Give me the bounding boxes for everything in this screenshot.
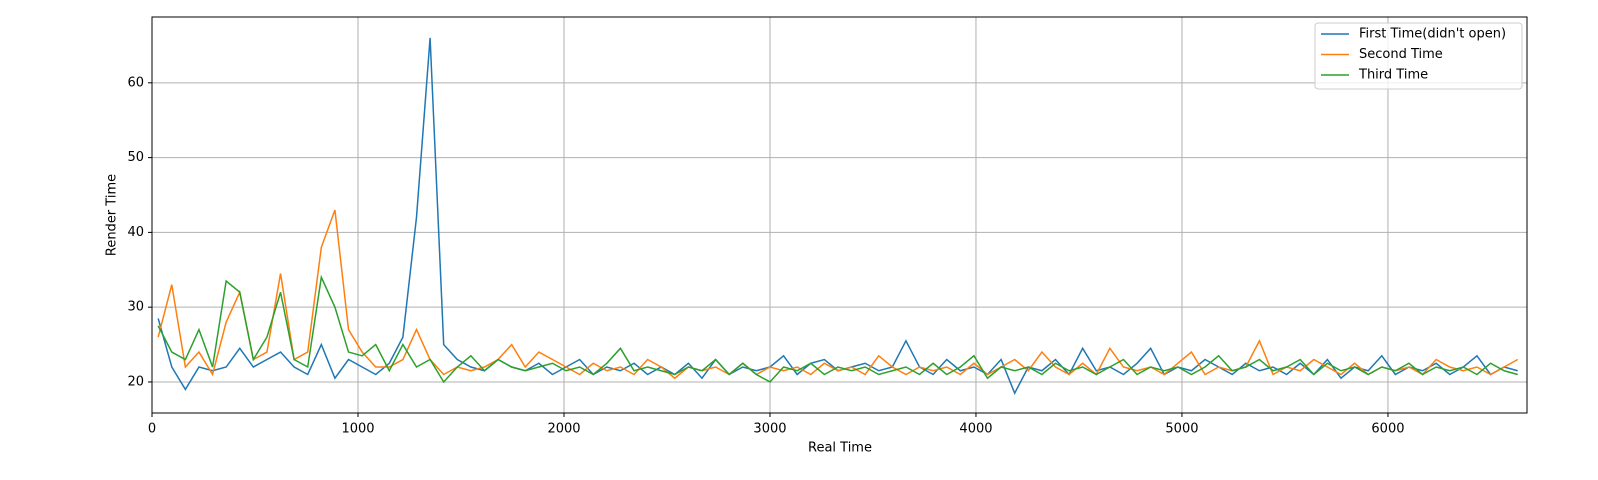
y-tick-label: 40 xyxy=(127,225,144,240)
series-line xyxy=(157,274,1518,384)
y-tick-label: 20 xyxy=(127,374,144,389)
legend-label: First Time(didn't open) xyxy=(1359,27,1506,42)
x-tick-label: 0 xyxy=(148,422,156,437)
x-axis-label: Real Time xyxy=(808,441,872,456)
y-axis-label: Render Time xyxy=(105,174,120,256)
legend-label: Third Time xyxy=(1358,68,1428,83)
y-tick-label: 30 xyxy=(127,300,144,315)
x-tick-label: 6000 xyxy=(1371,422,1404,437)
x-tick-label: 2000 xyxy=(547,422,580,437)
series-line xyxy=(157,209,1519,380)
plot-frame xyxy=(151,16,1528,414)
y-tick-label: 60 xyxy=(127,75,144,90)
x-tick-label: 3000 xyxy=(753,422,786,437)
x-tick-label: 1000 xyxy=(341,422,374,437)
series-line xyxy=(157,37,1518,395)
x-tick-label: 5000 xyxy=(1165,422,1198,437)
x-tick-label: 4000 xyxy=(959,422,992,437)
legend-label: Second Time xyxy=(1359,47,1443,62)
legend: First Time(didn't open) Second Time Third … xyxy=(1314,22,1523,90)
legend-box xyxy=(1314,22,1523,90)
y-tick-label: 50 xyxy=(127,150,144,165)
